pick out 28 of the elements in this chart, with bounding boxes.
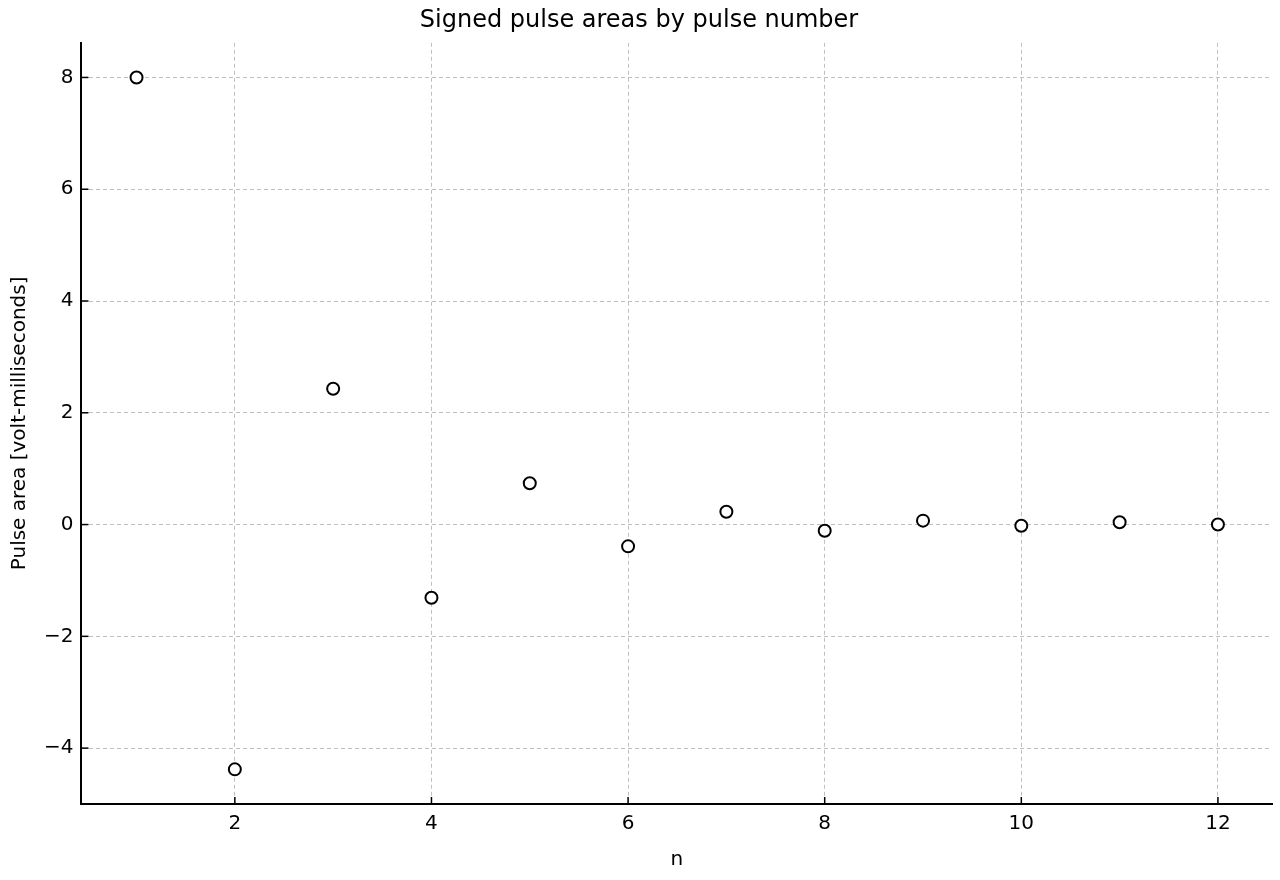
point [227,762,242,777]
x-tick-label: 4 [425,810,438,835]
x-tick-label: 12 [1205,810,1231,835]
y-tick-label: −4 [44,734,74,759]
point [621,539,636,554]
y-tick-label: 2 [60,398,74,423]
point [424,590,439,605]
x-tick-label: 6 [621,810,635,835]
x-tick-label: 8 [818,810,832,835]
point [1210,517,1225,532]
y-tick-label: 0 [60,510,74,535]
point [522,476,537,491]
y-tick-label: 6 [60,175,74,200]
point [817,523,832,538]
chart-title: Signed pulse areas by pulse number [419,4,859,33]
y-tick-label: 8 [60,63,74,88]
point [719,504,734,519]
x-tick-label: 2 [228,810,242,835]
point [1014,518,1029,533]
y-tick-label: 4 [60,287,74,312]
point [916,513,930,528]
y-tick-label: −2 [44,622,74,647]
point [1112,515,1127,530]
point [326,381,341,396]
x-tick-label: 10 [1008,810,1035,835]
point [129,70,144,85]
x-axis-title: n [670,846,684,871]
y-axis-title: Pulse area [volt-milliseconds] [6,276,31,571]
